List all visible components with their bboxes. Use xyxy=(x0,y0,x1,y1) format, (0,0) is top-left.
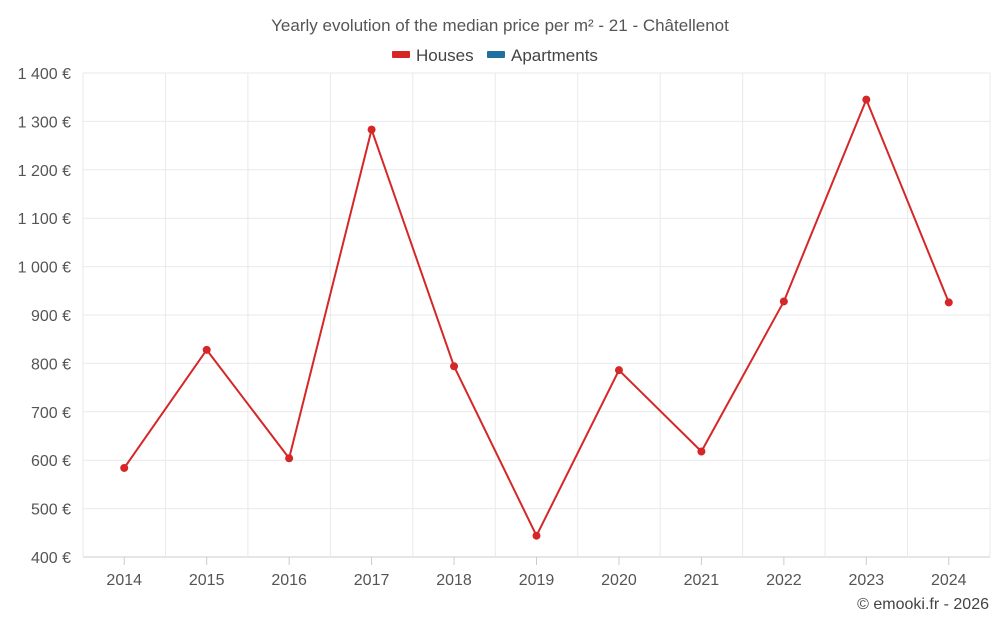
y-tick-label: 1 100 € xyxy=(18,211,71,228)
data-point-houses[interactable] xyxy=(779,297,788,306)
y-tick-label: 900 € xyxy=(31,308,71,325)
x-tick-label: 2021 xyxy=(684,572,720,589)
y-tick-label: 800 € xyxy=(31,356,71,373)
legend-label-apartments: Apartments xyxy=(511,46,598,65)
data-point-houses[interactable] xyxy=(285,454,294,463)
y-tick-label: 1 200 € xyxy=(18,163,71,180)
data-point-houses[interactable] xyxy=(367,125,376,134)
x-tick-label: 2015 xyxy=(189,572,225,589)
x-tick-label: 2018 xyxy=(436,572,472,589)
legend-item-apartments[interactable]: Apartments xyxy=(487,46,598,65)
data-point-houses[interactable] xyxy=(614,366,623,375)
data-point-houses[interactable] xyxy=(944,298,953,307)
x-tick-label: 2024 xyxy=(931,572,967,589)
legend-label-houses: Houses xyxy=(416,46,474,65)
x-tick-label: 2017 xyxy=(354,572,390,589)
credit-text: © emooki.fr - 2026 xyxy=(857,596,989,613)
data-point-houses[interactable] xyxy=(697,447,706,456)
legend-swatch-apartments xyxy=(487,51,505,58)
x-tick-label: 2022 xyxy=(766,572,802,589)
chart-title: Yearly evolution of the median price per… xyxy=(271,16,729,35)
legend: Houses Apartments xyxy=(392,46,598,65)
legend-swatch-houses xyxy=(392,51,410,58)
x-tick-label: 2023 xyxy=(849,572,885,589)
y-tick-label: 700 € xyxy=(31,405,71,422)
y-tick-label: 400 € xyxy=(31,550,71,567)
legend-item-houses[interactable]: Houses xyxy=(392,46,474,65)
x-tick-label: 2014 xyxy=(106,572,142,589)
data-point-houses[interactable] xyxy=(862,95,871,104)
x-tick-label: 2019 xyxy=(519,572,555,589)
x-tick-label: 2016 xyxy=(271,572,307,589)
y-tick-label: 500 € xyxy=(31,502,71,519)
y-tick-label: 1 400 € xyxy=(18,66,71,83)
y-tick-label: 1 000 € xyxy=(18,260,71,277)
gridlines xyxy=(82,72,991,558)
y-axis-ticks: 400 € 500 € 600 € 700 € 800 € 900 € 1 000 € 1 1… xyxy=(18,66,71,567)
data-point-houses[interactable] xyxy=(532,531,541,540)
y-tick-label: 600 € xyxy=(31,453,71,470)
series-houses xyxy=(120,95,953,540)
x-tick-label: 2020 xyxy=(601,572,637,589)
y-tick-label: 1 300 € xyxy=(18,114,71,131)
x-axis-ticks: 2014 2015 2016 2017 2018 2019 2020 2021 2022 2023… xyxy=(106,557,967,589)
data-point-houses[interactable] xyxy=(450,362,459,371)
data-point-houses[interactable] xyxy=(120,463,129,472)
data-point-houses[interactable] xyxy=(202,345,211,354)
